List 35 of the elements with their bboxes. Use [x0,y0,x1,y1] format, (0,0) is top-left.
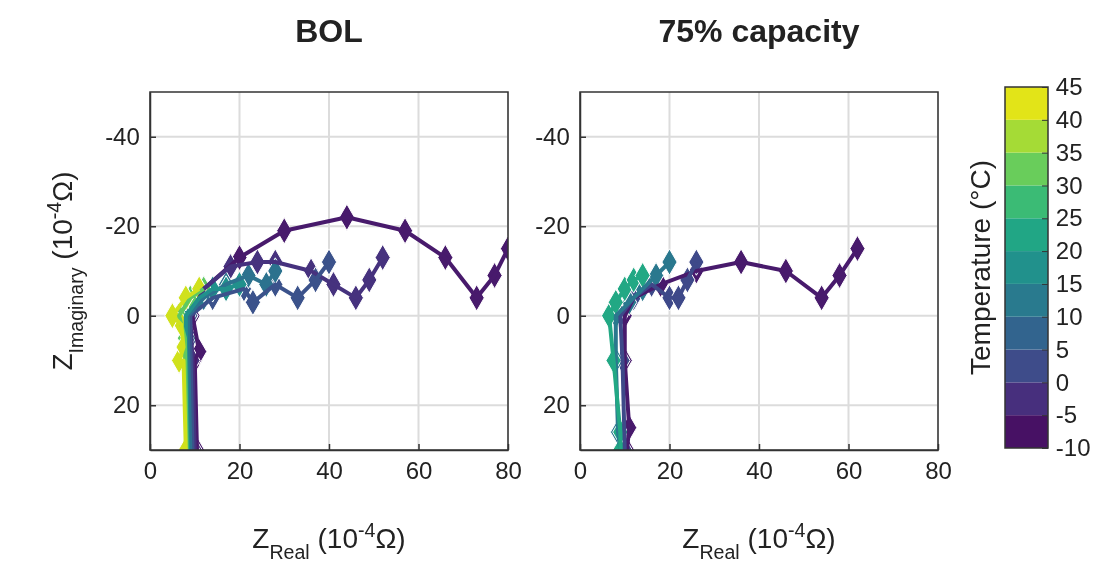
color-bar-label: 5 [1055,335,1070,363]
x-tick-label: 20 [226,457,254,485]
color-bar-label: 25 [1055,204,1083,232]
chart-title: 75% capacity [658,13,860,49]
y-tick-label: 20 [543,391,570,419]
color-bar-title: Temperature (°C) [965,159,996,376]
chart-title: BOL [295,13,363,49]
color-bar-label: -5 [1055,401,1078,429]
y-tick-label: -20 [105,212,140,240]
x-axis-title: Z$_{Real}$ (10$^{-4}$Ω) [252,519,406,563]
x-tick-label: 0 [573,457,588,485]
y-tick-label: 20 [113,391,140,419]
y-tick-label: 0 [126,301,140,329]
x-tick-label: 60 [405,457,433,485]
x-tick-label: 40 [316,457,343,485]
y-tick-label: -20 [535,212,570,240]
color-bar-label: 30 [1055,171,1083,199]
color-bar-label: 0 [1055,368,1070,396]
x-tick-label: 80 [925,457,952,485]
color-bar-label: 15 [1055,270,1083,298]
x-tick-label: 60 [835,457,863,485]
x-tick-label: 80 [495,457,522,485]
x-axis-title: Z$_{Real}$ (10$^{-4}$Ω) [682,519,836,563]
y-tick-label: -40 [105,122,140,150]
color-bar-label: 45 [1055,73,1083,101]
color-bar-label: -10 [1055,434,1091,462]
color-bar-label: 40 [1055,106,1083,133]
x-tick-label: 0 [143,457,158,485]
color-bar-label: 20 [1055,237,1083,265]
color-bar-label: 35 [1055,138,1083,166]
color-bar-label: 10 [1055,302,1083,330]
x-tick-label: 20 [656,457,684,485]
y-tick-label: 0 [556,301,570,329]
y-tick-label: -40 [535,122,570,150]
x-tick-label: 40 [746,457,773,485]
